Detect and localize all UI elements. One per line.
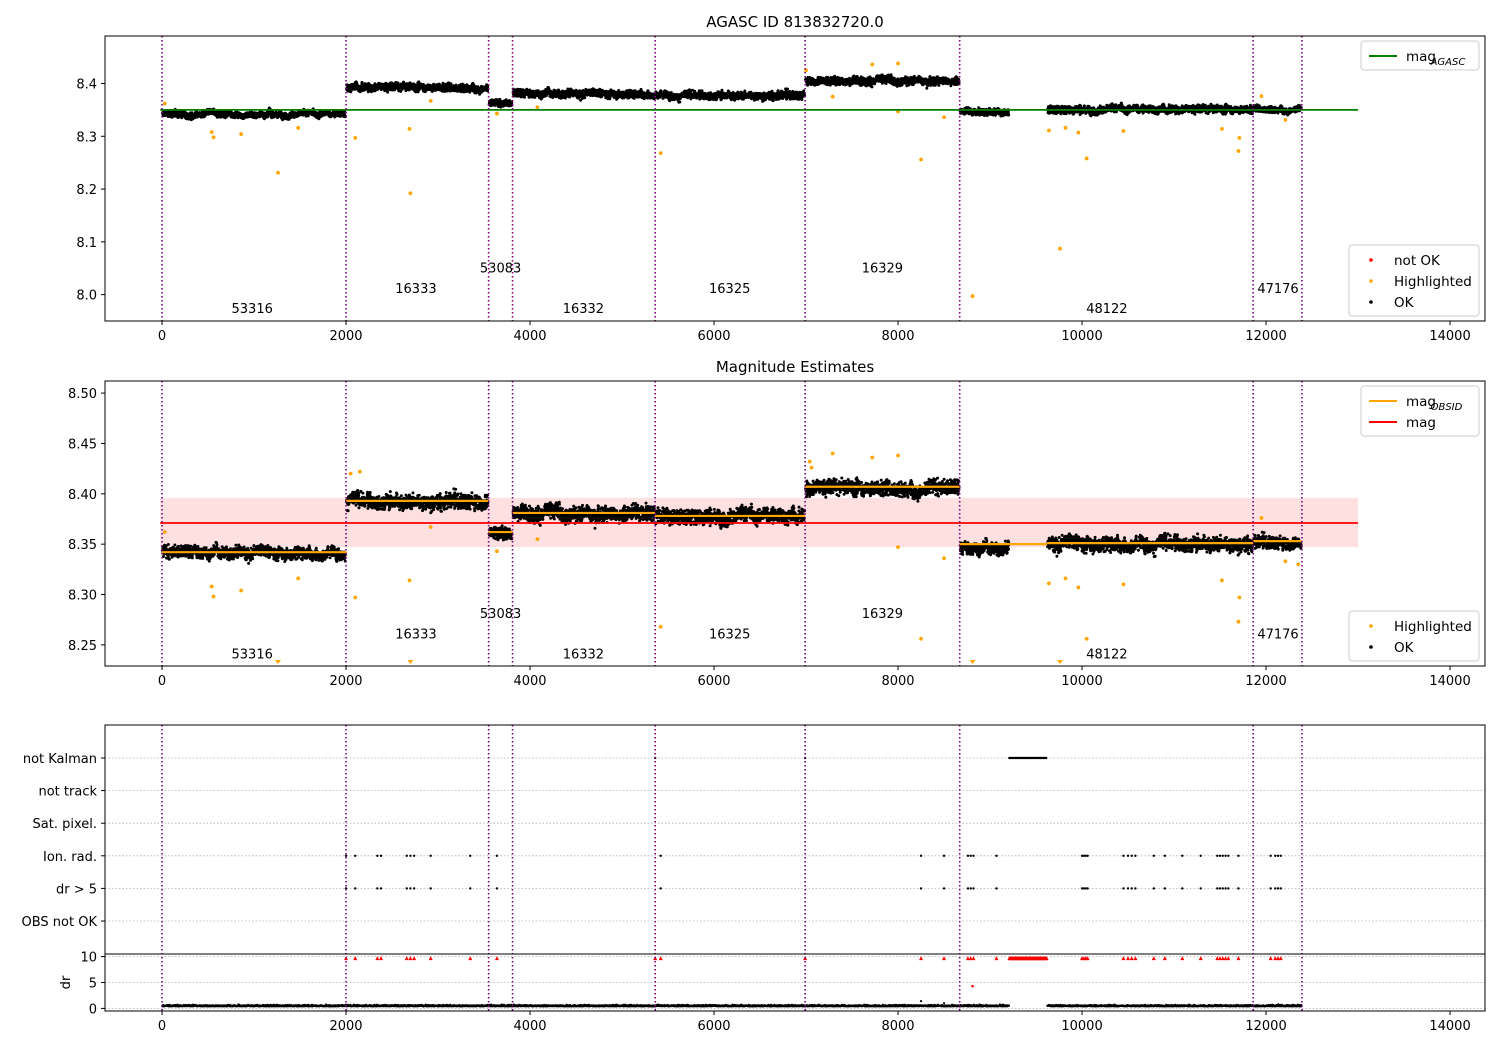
ok-point [449,82,453,86]
ok-point [386,90,390,94]
ok-point [523,95,526,99]
ok-point [870,85,874,89]
ok-point [802,89,806,93]
panel-agasc: AGASC ID 813832720.0 5331616333530831633… [76,13,1486,344]
ok-point [786,87,789,91]
ok-point [360,81,364,84]
ok-point [800,98,804,101]
panel-agasc-plot: 5331616333530831633216325163294812247176… [76,35,1486,344]
ok-point [678,100,682,104]
ok-point [583,96,587,100]
ok-point [454,83,458,87]
chart-title-agasc: AGASC ID 813832720.0 [706,13,884,31]
plot-area [160,61,1359,299]
ok-point [266,115,270,119]
